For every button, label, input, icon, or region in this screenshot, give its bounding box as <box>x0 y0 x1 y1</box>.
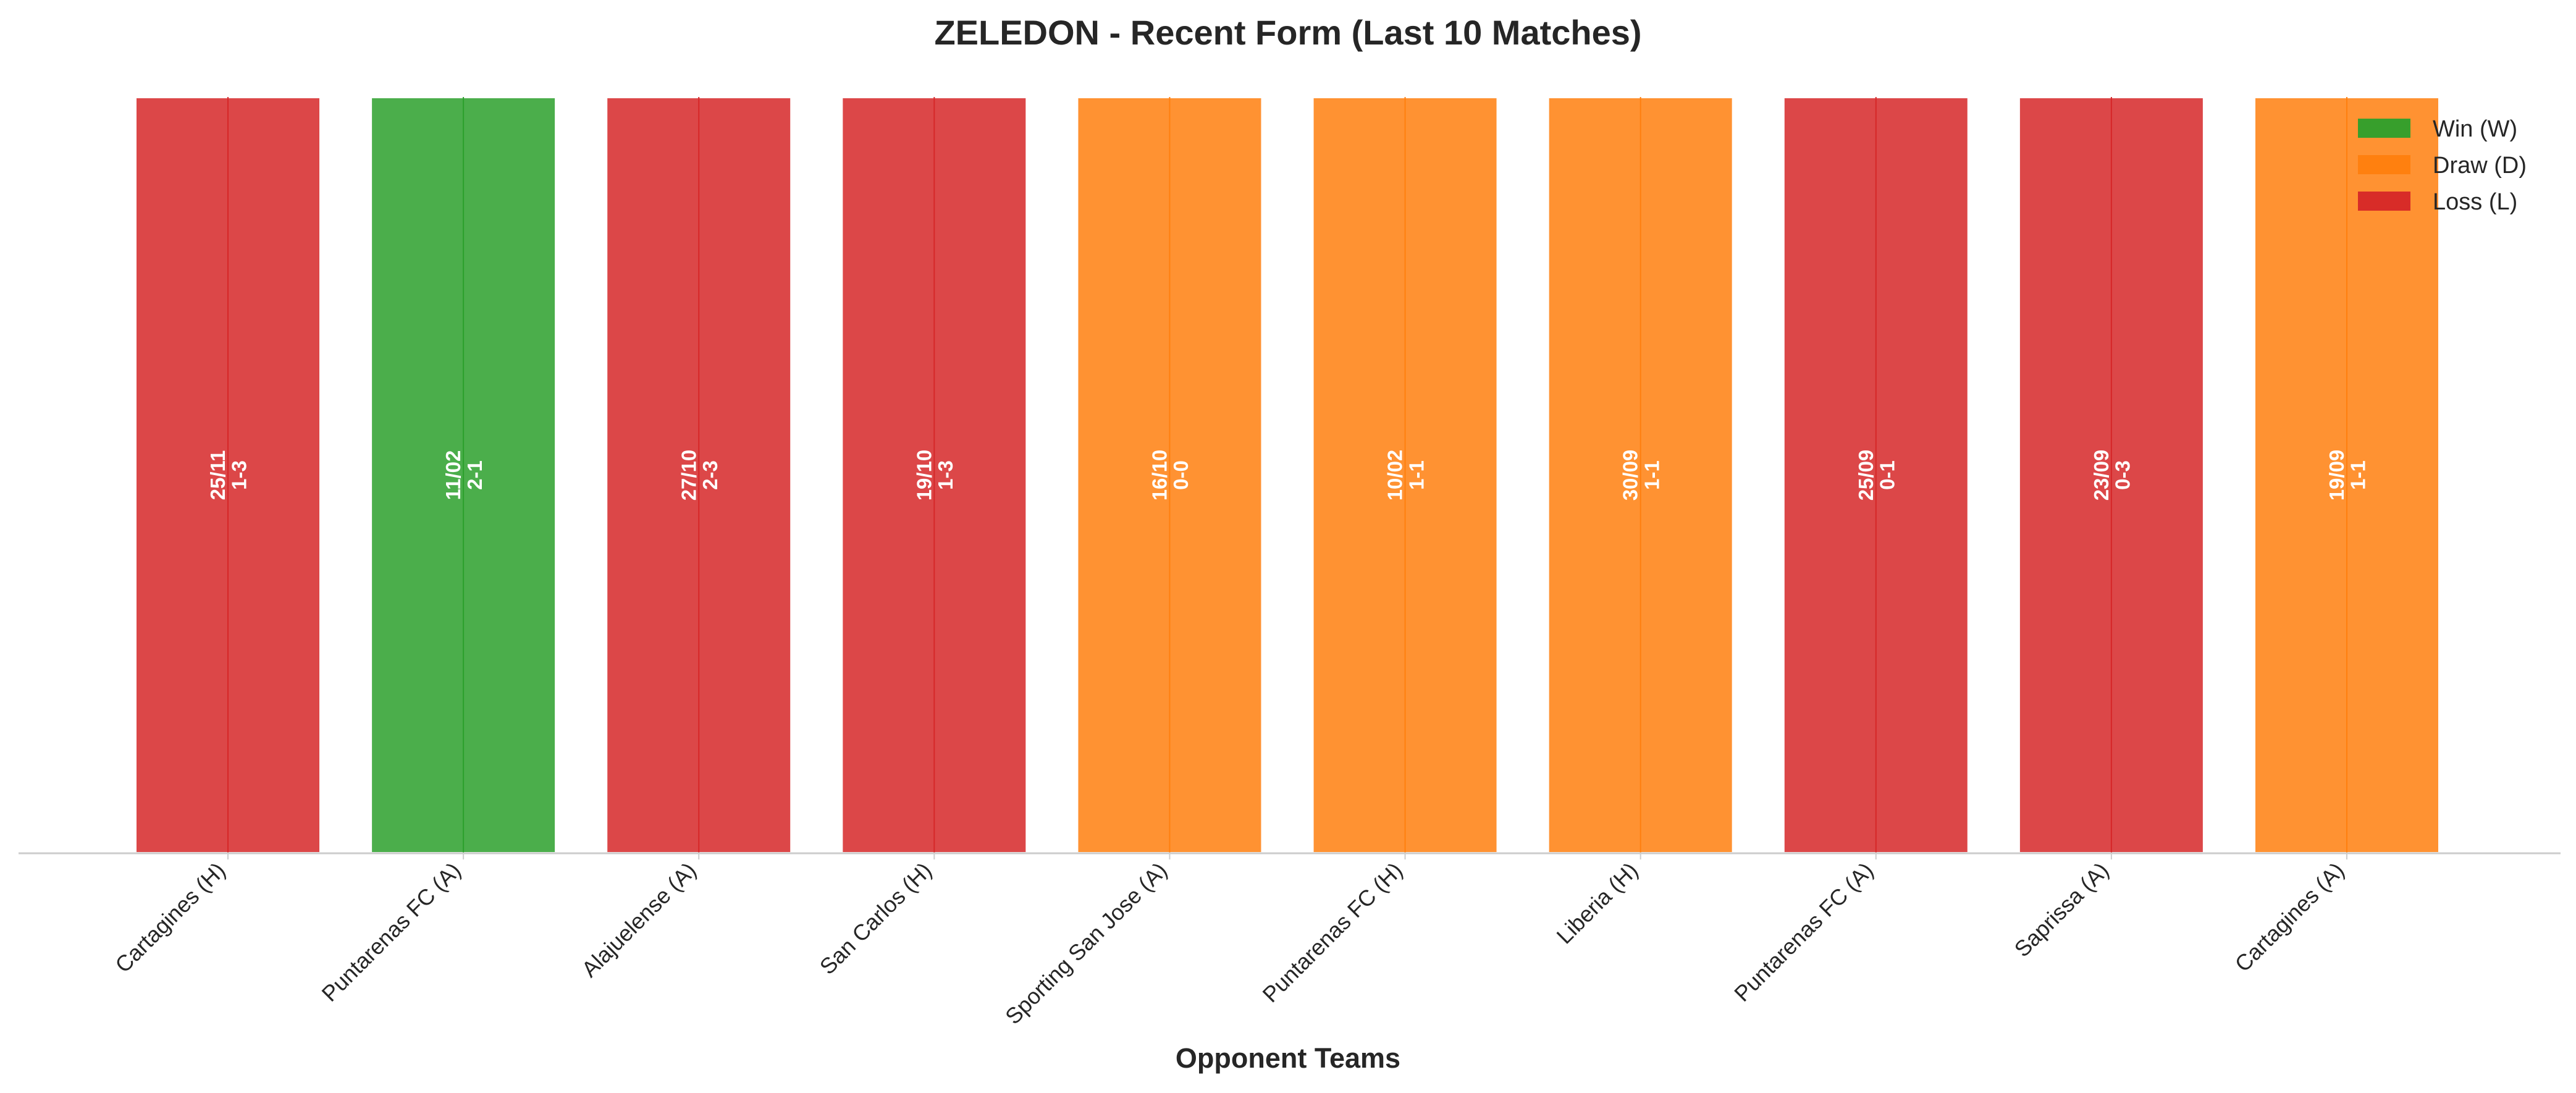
match-date-2: 11/02 <box>442 450 465 500</box>
match-date-9: 23/09 <box>2090 450 2113 501</box>
x-tick-label-6: Puntarenas FC (H) <box>1258 858 1408 1008</box>
match-date-4: 19/10 <box>912 450 935 501</box>
match-score-10: 1-1 <box>2347 460 2370 490</box>
bar-label-4: 19/101-3 <box>912 450 957 501</box>
match-score-1: 1-3 <box>228 460 251 490</box>
bar-label-10: 19/091-1 <box>2325 450 2370 501</box>
match-score-9: 0-3 <box>2111 460 2134 490</box>
match-date-5: 16/10 <box>1148 450 1171 501</box>
match-score-7: 1-1 <box>1640 460 1663 490</box>
match-score-6: 1-1 <box>1405 460 1428 490</box>
bar-label-1: 25/111-3 <box>206 450 251 500</box>
x-tick-label-9: Saprissa (A) <box>2010 858 2114 962</box>
chart-title: ZELEDON - Recent Form (Last 10 Matches) <box>934 13 1641 52</box>
legend-label-w: Win (W) <box>2433 116 2517 142</box>
match-date-10: 19/09 <box>2325 450 2348 501</box>
x-tick-label-2: Puntarenas FC (A) <box>317 858 466 1006</box>
bar-label-9: 23/090-3 <box>2090 450 2134 501</box>
bar-label-6: 10/021-1 <box>1384 450 1428 501</box>
bar-label-5: 16/100-0 <box>1148 450 1192 501</box>
bar-label-3: 27/102-3 <box>677 450 722 501</box>
match-date-1: 25/11 <box>206 450 229 500</box>
bar-label-2: 11/022-1 <box>442 450 486 500</box>
x-tick-label-1: Cartagines (H) <box>110 858 230 978</box>
bar-label-8: 25/090-1 <box>1854 450 1899 501</box>
bars-group: 25/111-3 11/022-1 27/102-3 19/101-3 16/100-0… <box>134 96 2441 855</box>
legend-swatch-d <box>2358 155 2410 174</box>
match-score-5: 0-0 <box>1169 460 1192 490</box>
match-date-8: 25/09 <box>1854 450 1877 501</box>
match-date-3: 27/10 <box>677 450 700 501</box>
x-tick-label-3: Alajuelense (A) <box>576 858 701 982</box>
x-tick-label-8: Puntarenas FC (A) <box>1729 858 1878 1006</box>
match-date-6: 10/02 <box>1384 450 1407 501</box>
x-tick-label-5: Sporting San Jose (A) <box>1000 858 1172 1029</box>
legend-swatch-w <box>2358 119 2410 138</box>
match-score-4: 1-3 <box>934 460 957 490</box>
match-score-2: 2-1 <box>463 460 486 490</box>
legend-swatch-l <box>2358 192 2410 211</box>
bar-label-7: 30/091-1 <box>1619 450 1664 501</box>
x-tick-label-4: San Carlos (H) <box>815 858 937 979</box>
legend-label-d: Draw (D) <box>2433 153 2527 179</box>
match-score-8: 0-1 <box>1875 460 1898 490</box>
x-tick-labels: Cartagines (H) Puntarenas FC (A) Alajuelen… <box>110 853 2349 1029</box>
legend: Win (W) Draw (D) Loss (L) <box>2358 116 2527 215</box>
match-score-3: 2-3 <box>699 460 722 490</box>
match-date-7: 30/09 <box>1619 450 1642 501</box>
x-tick-label-7: Liberia (H) <box>1552 858 1643 949</box>
legend-label-l: Loss (L) <box>2433 189 2517 215</box>
x-axis-label: Opponent Teams <box>1176 1042 1400 1074</box>
x-tick-label-10: Cartagines (A) <box>2230 858 2349 977</box>
